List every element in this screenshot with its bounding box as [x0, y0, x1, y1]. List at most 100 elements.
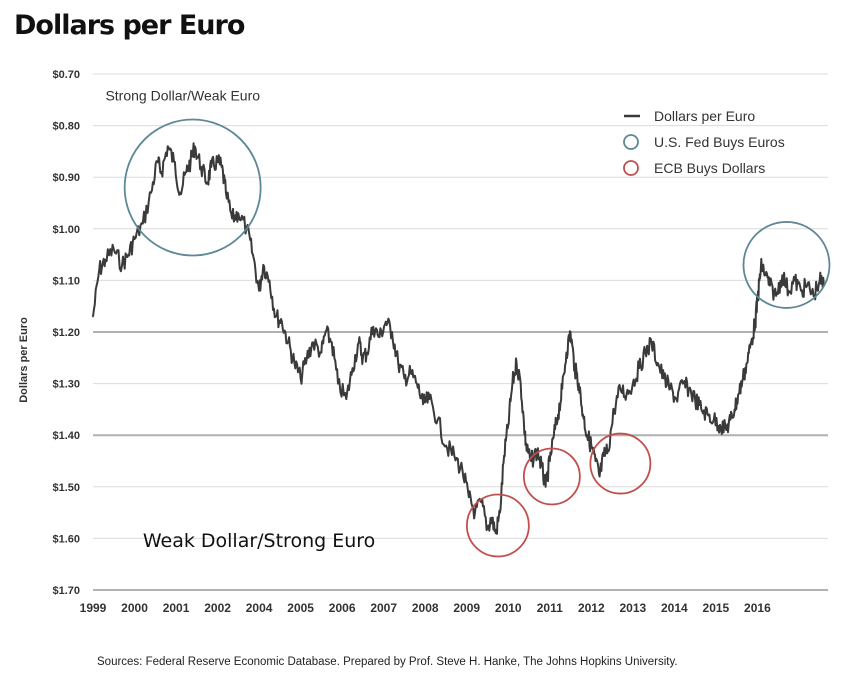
- data-point: [474, 511, 476, 514]
- data-point: [553, 434, 555, 437]
- data-point: [729, 418, 732, 421]
- ecb-buys-dollars-circle: [522, 447, 581, 506]
- plot-area: [92, 142, 825, 535]
- data-point: [578, 382, 580, 385]
- data-point: [112, 248, 115, 251]
- data-point: [524, 434, 526, 437]
- data-point: [262, 264, 265, 266]
- data-point: [200, 166, 202, 168]
- data-point: [530, 460, 532, 462]
- data-point: [104, 258, 107, 261]
- data-point: [675, 398, 678, 400]
- data-point: [594, 460, 597, 462]
- y-tick-label: $1.20: [52, 327, 80, 339]
- data-point: [142, 222, 144, 225]
- data-point: [156, 160, 159, 163]
- legend: Dollars per Euro U.S. Fed Buys Euros ECB B…: [623, 108, 785, 176]
- x-tick-label: 2013: [619, 601, 646, 615]
- axes: $0.70 $0.80 $0.90 $1.00 $1.10 $1.20 $1.30 $1.40…: [18, 69, 828, 615]
- data-point: [220, 166, 223, 168]
- y-tick-label: $1.30: [52, 379, 80, 391]
- data-point: [602, 455, 605, 457]
- data-point: [812, 295, 815, 297]
- data-point: [225, 191, 227, 194]
- data-point: [337, 382, 339, 385]
- data-point: [663, 377, 665, 380]
- data-point: [166, 145, 169, 148]
- data-point: [787, 289, 790, 292]
- data-point: [121, 264, 123, 266]
- data-point: [656, 362, 659, 364]
- data-point: [409, 372, 412, 375]
- data-point: [746, 362, 748, 364]
- data-point: [268, 279, 271, 282]
- data-point: [160, 171, 163, 173]
- x-tick-label: 2011: [537, 601, 563, 615]
- x-tick-label: 2015: [703, 601, 730, 615]
- data-point: [98, 269, 101, 271]
- data-point: [681, 382, 684, 385]
- data-point: [598, 475, 601, 478]
- data-point: [468, 496, 470, 498]
- x-tick-label: 2007: [370, 601, 397, 615]
- data-point: [619, 387, 622, 390]
- y-tick-label: $0.80: [52, 121, 80, 133]
- data-point: [756, 300, 759, 302]
- data-point: [366, 351, 368, 354]
- data-point: [436, 418, 439, 421]
- data-point: [781, 274, 784, 277]
- data-point: [638, 367, 640, 369]
- data-point: [416, 382, 418, 385]
- fed-buys-euros-circle: [742, 221, 831, 309]
- data-point: [733, 408, 736, 411]
- data-point: [216, 160, 219, 163]
- ecb-buys-dollars-circle: [465, 493, 530, 558]
- x-tick-label: 2012: [578, 601, 605, 615]
- data-point: [644, 351, 647, 354]
- data-point: [384, 320, 387, 323]
- data-point: [548, 460, 551, 462]
- data-point: [428, 398, 431, 400]
- data-point: [92, 315, 94, 318]
- data-point: [193, 145, 196, 148]
- data-point: [312, 341, 314, 344]
- annotation-text: Weak Dollar/Strong Euro: [143, 530, 375, 552]
- data-point: [299, 377, 302, 380]
- y-tick-label: $1.40: [52, 430, 80, 442]
- data-point: [582, 413, 584, 416]
- data-point: [372, 326, 375, 328]
- data-point: [173, 160, 175, 163]
- y-tick-label: $0.70: [52, 69, 80, 81]
- legend-circle-swatch: [623, 160, 639, 176]
- y-tick-label: $1.10: [52, 275, 80, 287]
- data-point: [519, 382, 522, 385]
- data-point: [422, 403, 424, 406]
- data-point: [494, 532, 497, 535]
- x-tick-label: 1999: [80, 601, 107, 615]
- data-point: [320, 351, 323, 354]
- data-point: [503, 455, 505, 457]
- data-point: [544, 486, 547, 488]
- source-note: Sources: Federal Reserve Economic Databa…: [97, 656, 678, 668]
- data-point: [793, 279, 796, 282]
- data-point: [806, 284, 809, 287]
- data-point: [760, 264, 763, 266]
- data-point: [764, 274, 767, 277]
- data-point: [561, 387, 564, 390]
- data-point: [189, 160, 192, 163]
- data-point: [818, 279, 821, 282]
- data-point: [210, 166, 213, 168]
- data-point: [397, 362, 400, 364]
- data-point: [252, 253, 254, 256]
- fed-buys-euros-circle: [123, 118, 262, 257]
- data-point: [499, 511, 501, 514]
- data-point: [507, 424, 510, 426]
- data-point: [306, 357, 308, 359]
- data-point: [185, 171, 188, 173]
- data-point: [700, 408, 703, 411]
- x-tick-label: 2005: [287, 601, 314, 615]
- data-point: [706, 413, 709, 416]
- x-tick-label: 2004: [246, 601, 273, 615]
- data-point: [362, 357, 364, 359]
